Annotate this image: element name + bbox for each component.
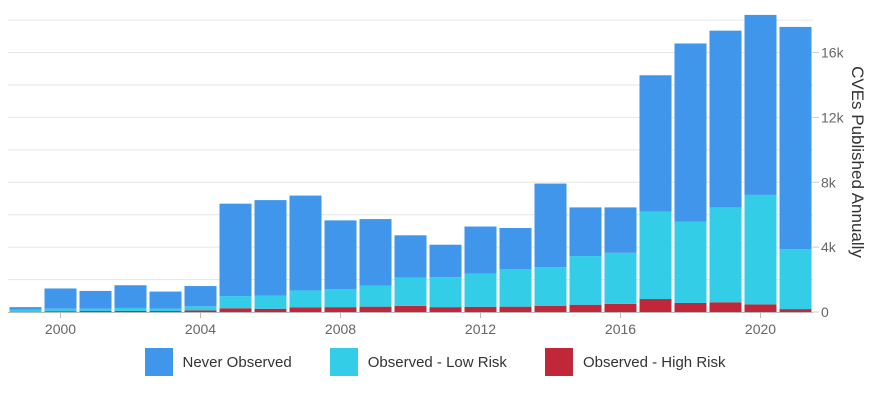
bar-segment (744, 194, 777, 305)
bar-segment (79, 308, 112, 312)
bar-segment (359, 219, 392, 286)
bar-segment (499, 306, 532, 312)
x-tick-label: 2016 (605, 321, 636, 337)
x-tick-label: 2008 (325, 321, 356, 337)
bar-segment (429, 307, 462, 312)
legend-label: Observed - Low Risk (367, 353, 507, 371)
bar-segment (569, 207, 602, 257)
bar-segment (744, 304, 777, 312)
bar-segment (324, 289, 357, 308)
bar-segment (394, 235, 427, 278)
legend-swatch-observed-low-risk (329, 348, 358, 376)
bar-segment (44, 288, 77, 309)
bar-segment (394, 277, 427, 306)
bar-segment (674, 43, 707, 222)
x-tick-label: 2000 (45, 321, 76, 337)
bar-segment (114, 310, 147, 312)
y-axis-title: CVEs Published Annually (848, 66, 867, 258)
bar-segment (639, 211, 672, 300)
bar-segment (184, 286, 217, 307)
bar-segment (569, 304, 602, 312)
bar-segment (534, 183, 567, 268)
bar-segment (184, 306, 217, 311)
bar-segment (429, 277, 462, 308)
bar-segment (604, 303, 637, 312)
bar-segment (254, 295, 287, 309)
bar-segment (44, 308, 77, 312)
bar-segment (79, 290, 112, 309)
bar-segment (289, 307, 322, 312)
bar-segment (114, 307, 147, 311)
bar-segment (149, 308, 182, 312)
bar-segment (254, 308, 287, 312)
bar-segment (464, 306, 497, 312)
bar-segment (464, 226, 497, 274)
legend-item-observed-high-risk[interactable]: Observed - High Risk (544, 348, 726, 376)
bar-segment (674, 221, 707, 303)
bar-segment (219, 296, 252, 309)
bar-segment (324, 307, 357, 312)
y-tick-label: 4k (821, 239, 837, 255)
x-tick-label: 2004 (185, 321, 216, 337)
bar-segment (744, 14, 777, 195)
bar-segment (394, 305, 427, 312)
legend-label: Observed - High Risk (582, 353, 726, 371)
bar-segment (9, 309, 42, 312)
bar-segment (219, 203, 252, 297)
y-tick-label: 8k (821, 174, 837, 190)
bar-segment (219, 308, 252, 312)
legend-label: Never Observed (182, 353, 292, 371)
bar-segment (709, 30, 742, 208)
bar-segment (604, 252, 637, 304)
bar-segment (44, 311, 77, 312)
y-tick-label: 0 (821, 304, 829, 320)
bar-segment (429, 244, 462, 278)
bar-segment (709, 207, 742, 303)
legend-swatch-never-observed (144, 348, 173, 376)
bar-segment (359, 285, 392, 307)
bar-segment (9, 307, 42, 310)
legend-item-observed-low-risk[interactable]: Observed - Low Risk (329, 348, 507, 376)
bar-segment (359, 306, 392, 312)
bar-segment (184, 310, 217, 312)
bar-segment (709, 302, 742, 312)
bar-segment (289, 290, 322, 308)
x-tick-label: 2020 (745, 321, 776, 337)
bar-segment (114, 285, 147, 308)
bar-segment (779, 249, 812, 310)
bar-segment (324, 220, 357, 290)
legend-swatch-observed-high-risk (544, 348, 573, 376)
bar-segment (499, 269, 532, 307)
x-tick-label: 2012 (465, 321, 496, 337)
bar-segment (499, 228, 532, 270)
bar-segment (464, 273, 497, 307)
legend-item-never-observed[interactable]: Never Observed (144, 348, 292, 376)
y-tick-label: 12k (821, 109, 845, 125)
bar-segment (149, 291, 182, 309)
bar-segment (639, 299, 672, 312)
bar-segment (289, 195, 322, 291)
bar-segment (639, 75, 672, 212)
y-tick-label: 16k (821, 45, 845, 61)
bar-segment (779, 309, 812, 312)
bar-segment (779, 26, 812, 250)
bar-segment (674, 302, 707, 312)
bar-segment (534, 306, 567, 312)
bar-segment (534, 267, 567, 306)
legend: Never Observed Observed - Low Risk Obser… (0, 348, 870, 376)
bar-segment (79, 311, 112, 312)
chart-canvas: 0 4k 8k 12k 16k 2000 2004 2008 2012 2016 2020 CVEs … (8, 14, 867, 337)
bar-segment (604, 207, 637, 253)
bar-segment (569, 256, 602, 305)
bar-segment (149, 311, 182, 312)
bar-segment (254, 200, 287, 296)
